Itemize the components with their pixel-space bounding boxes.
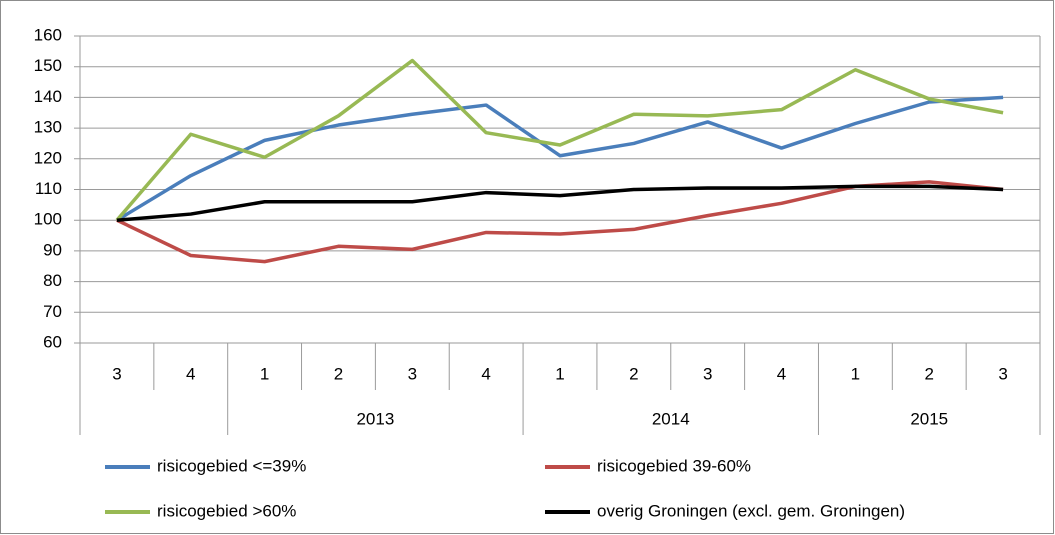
x-tick-label: 1 bbox=[555, 364, 564, 383]
series-line bbox=[115, 58, 1004, 222]
legend-label: overig Groningen (excl. gem. Groningen) bbox=[597, 501, 905, 520]
x-tick-label: 4 bbox=[777, 364, 786, 383]
y-tick-label: 90 bbox=[43, 240, 62, 259]
y-tick-label: 60 bbox=[43, 332, 62, 351]
x-tick-label: 2 bbox=[629, 364, 638, 383]
x-tick-label: 2 bbox=[334, 364, 343, 383]
legend-label: risicogebied 39-60% bbox=[597, 456, 751, 475]
x-tick-label: 1 bbox=[851, 364, 860, 383]
legend-label: risicogebied >60% bbox=[157, 501, 296, 520]
year-label: 2015 bbox=[910, 409, 948, 428]
year-label: 2013 bbox=[356, 409, 394, 428]
x-tick-label: 1 bbox=[260, 364, 269, 383]
series-line bbox=[116, 95, 1004, 222]
y-tick-label: 140 bbox=[34, 87, 62, 106]
y-tick-label: 70 bbox=[43, 302, 62, 321]
x-tick-label: 3 bbox=[112, 364, 121, 383]
x-tick-label: 4 bbox=[481, 364, 490, 383]
x-tick-label: 3 bbox=[408, 364, 417, 383]
x-tick-label: 3 bbox=[703, 364, 712, 383]
y-tick-label: 160 bbox=[34, 25, 62, 44]
legend-label: risicogebied <=39% bbox=[157, 456, 306, 475]
y-tick-label: 110 bbox=[35, 179, 62, 198]
series-line bbox=[116, 180, 1004, 264]
y-tick-label: 120 bbox=[34, 148, 62, 167]
y-tick-label: 80 bbox=[43, 271, 62, 290]
series-line bbox=[116, 184, 1004, 222]
x-tick-label: 3 bbox=[998, 364, 1007, 383]
x-tick-label: 2 bbox=[924, 364, 933, 383]
year-label: 2014 bbox=[652, 409, 690, 428]
x-tick-label: 4 bbox=[186, 364, 195, 383]
y-tick-label: 100 bbox=[34, 210, 62, 229]
y-tick-label: 150 bbox=[34, 56, 62, 75]
y-tick-label: 130 bbox=[34, 118, 62, 137]
